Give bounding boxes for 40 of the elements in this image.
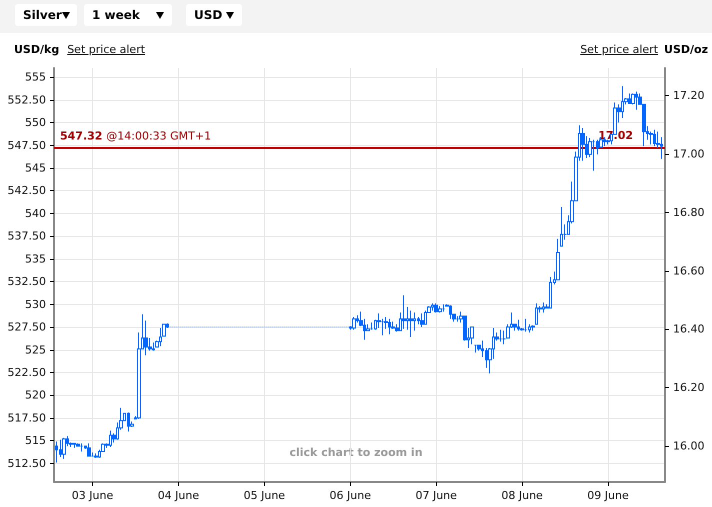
x-tick-label: 07 June — [415, 489, 458, 502]
text: Silver — [23, 8, 62, 22]
y-tick-label: 537.50 — [8, 230, 46, 243]
ref-line-label: 547.32 @14:00:33 GMT+1 — [60, 129, 212, 142]
y-axis-title: USD/kg — [14, 43, 60, 56]
x-tick-label: 03 June — [72, 489, 114, 502]
y-tick-label: 550 — [25, 116, 46, 130]
y2-tick-label: 17.20 — [673, 88, 704, 102]
y2-axis-title: USD/oz — [664, 43, 708, 56]
y-tick-label: 547.50 — [8, 138, 46, 152]
y-tick-label: 515 — [25, 434, 46, 448]
y-tick-label: 555 — [25, 70, 46, 84]
x-tick-label: 08 June — [501, 489, 544, 502]
y2-tick-label: 16.60 — [673, 264, 704, 278]
text: Set price alert — [67, 43, 146, 56]
y2-tick-label: 17.00 — [673, 147, 704, 160]
y-tick-label: 552.50 — [8, 93, 46, 106]
y-tick-label: 535 — [25, 252, 46, 266]
y-tick-label: 517.50 — [8, 411, 46, 424]
y-tick-label: 545 — [25, 161, 46, 174]
y-tick-label: 512.50 — [8, 456, 46, 470]
y2-tick-label: 16.40 — [673, 322, 704, 336]
x-tick-label: 06 June — [330, 489, 372, 502]
x-tick-label: 05 June — [244, 489, 286, 502]
y-tick-label: 540 — [25, 206, 46, 220]
y2-tick-label: 16.00 — [673, 440, 704, 453]
y-tick-label: 542.50 — [8, 184, 46, 198]
y-tick-label: 520 — [25, 388, 46, 402]
y-tick-label: 527.50 — [8, 320, 46, 334]
text: 1 week — [92, 8, 140, 22]
text: Set price alert — [580, 43, 658, 56]
x-tick-label: 04 June — [158, 489, 200, 502]
y-tick-label: 530 — [25, 298, 46, 311]
x-tick-label: 09 June — [587, 489, 629, 502]
y-tick-label: 532.50 — [8, 275, 46, 288]
y-tick-label: 525 — [25, 343, 46, 356]
y-tick-label: 522.50 — [8, 366, 46, 379]
text: USD — [194, 8, 222, 22]
y2-tick-label: 16.20 — [673, 381, 704, 394]
y2-tick-label: 16.80 — [673, 206, 704, 219]
